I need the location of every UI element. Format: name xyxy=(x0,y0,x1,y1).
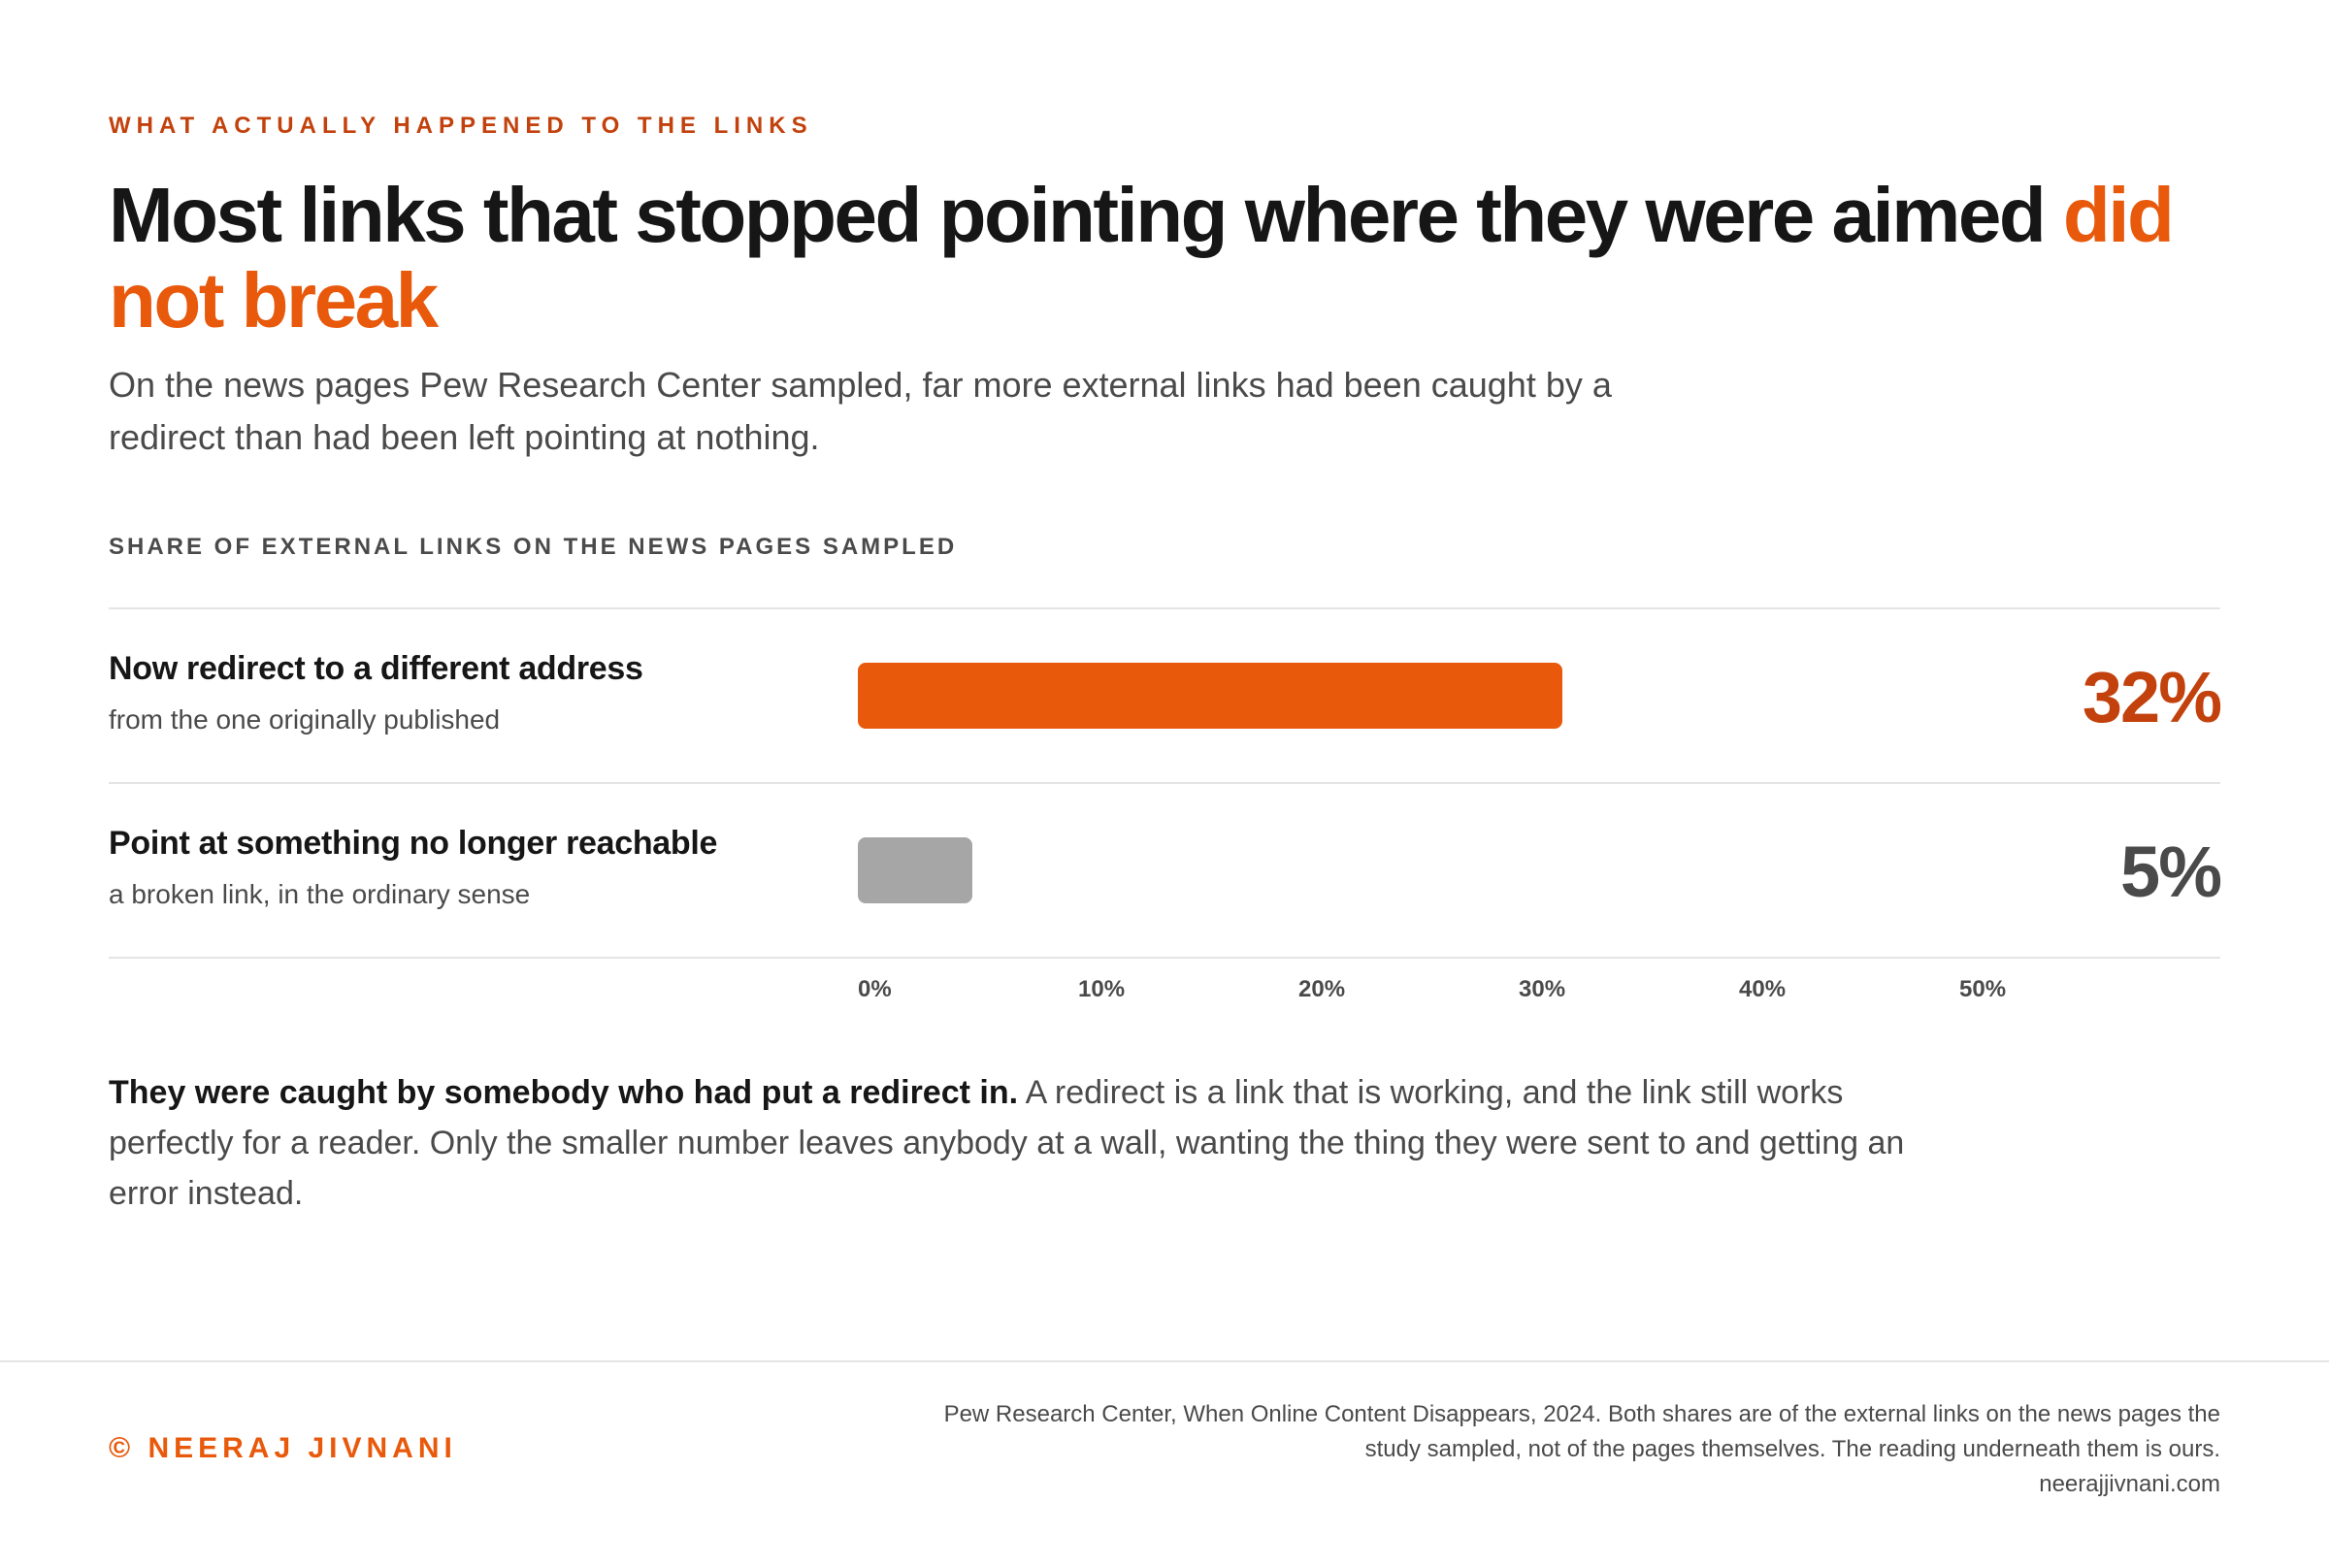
x-tick-label: 10% xyxy=(1078,976,1126,1002)
headline-main: Most links that stopped pointing where t… xyxy=(109,172,2063,258)
footer-divider xyxy=(0,1360,2329,1362)
chart-rule-top xyxy=(109,607,2220,609)
site-link[interactable]: neerajjivnani.com xyxy=(2039,1471,2220,1497)
chart-rule-bottom xyxy=(109,957,2220,959)
row-subtitle-redirect: from the one originally published xyxy=(109,704,501,735)
brand-credit: © NEERAJ JIVNANI xyxy=(109,1432,457,1464)
x-tick-label: 50% xyxy=(1959,976,2007,1002)
bar-redirect xyxy=(858,663,1563,729)
takeaway-body: A redirect is a link that is working, an… xyxy=(109,1074,1905,1212)
bar-unreachable xyxy=(858,837,972,903)
eyebrow: WHAT ACTUALLY HAPPENED TO THE LINKS xyxy=(109,113,813,139)
x-tick-label: 20% xyxy=(1298,976,1346,1002)
x-tick-label: 0% xyxy=(858,976,892,1002)
row-title-unreachable: Point at something no longer reachable xyxy=(109,825,718,862)
headline-accent: did not break xyxy=(109,172,2175,343)
takeaway-lead: They were caught by somebody who had put… xyxy=(109,1074,1019,1111)
value-label-unreachable: 5% xyxy=(2120,832,2222,912)
source-line: Pew Research Center, When Online Content… xyxy=(943,1401,2220,1427)
value-label-redirect: 32% xyxy=(2082,657,2222,737)
x-tick-label: 30% xyxy=(1519,976,1566,1002)
chart-title: SHARE OF EXTERNAL LINKS ON THE NEWS PAGE… xyxy=(109,534,958,560)
source-note: Pew Research Center, When Online Content… xyxy=(862,1397,2220,1502)
x-tick-label: 40% xyxy=(1739,976,1787,1002)
takeaway: They were caught by somebody who had put… xyxy=(109,1067,1933,1219)
dek: On the news pages Pew Research Center sa… xyxy=(109,365,1612,457)
row-subtitle-unreachable: a broken link, in the ordinary sense xyxy=(109,879,531,909)
chart-rule-middle xyxy=(109,782,2220,784)
headline: Most links that stopped pointing where t… xyxy=(109,173,2224,343)
source-line: study sampled, not of the pages themselv… xyxy=(1364,1436,2220,1462)
row-title-redirect: Now redirect to a different address xyxy=(109,650,643,687)
